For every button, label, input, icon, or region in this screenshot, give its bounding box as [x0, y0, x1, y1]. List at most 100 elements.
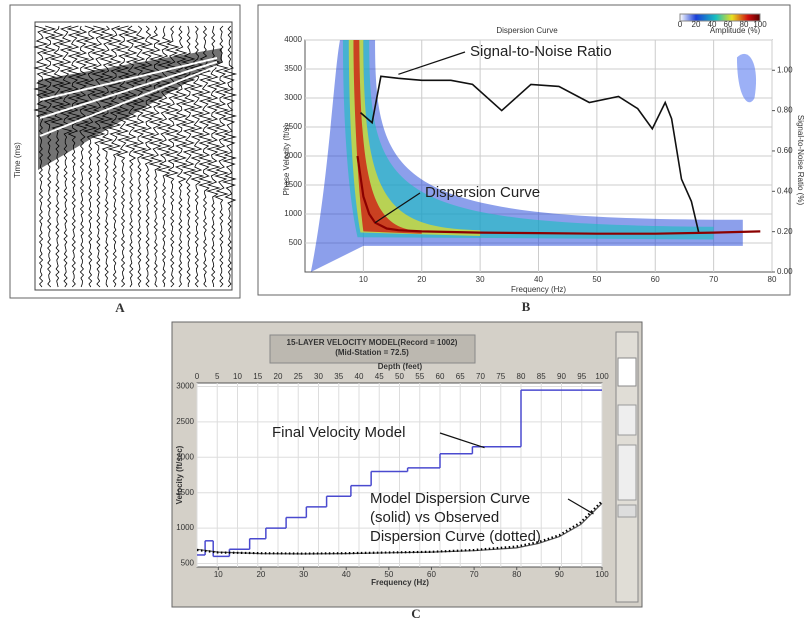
x-tick-label: 20 [417, 275, 426, 284]
annotation: Final Velocity Model [272, 424, 405, 441]
x2-axis-label: Depth (feet) [378, 362, 423, 371]
dispersion-line [196, 500, 603, 555]
x-tick-label: 80 [768, 275, 777, 284]
x-tick-label: 50 [384, 570, 393, 579]
x2-tick-label: 45 [375, 372, 384, 381]
y-tick-label: 500 [181, 559, 195, 568]
trace [82, 25, 98, 288]
panel-label: A [115, 300, 125, 315]
annotation: Dispersion Curve [425, 184, 540, 201]
trace [222, 25, 238, 288]
x-tick-label: 30 [299, 570, 308, 579]
y2-tick-label: 0.80 [777, 106, 793, 115]
x-tick-label: 40 [342, 570, 351, 579]
x-tick-label: 60 [651, 275, 660, 284]
x2-tick-label: 60 [436, 372, 445, 381]
x-tick-label: 10 [359, 275, 368, 284]
x-tick-label: 50 [592, 275, 601, 284]
amplitude-image [348, 40, 481, 237]
amplitude-image [736, 53, 757, 103]
y2-tick-label: 1.00 [777, 65, 793, 74]
series-line [356, 155, 761, 235]
colorbar-tick-label: 100 [753, 20, 767, 29]
colorbar [679, 13, 761, 22]
y-tick-label: 3000 [284, 93, 302, 102]
ground-roll [39, 65, 218, 137]
chart-title: Dispersion Curve [496, 26, 558, 35]
y-tick-label: 2500 [284, 122, 302, 131]
y-tick-label: 500 [289, 238, 303, 247]
y-axis-label: Phase Velocity (ft/s) [282, 124, 291, 195]
annotation: Signal-to-Noise Ratio [470, 43, 612, 60]
annotation-arrow [398, 51, 466, 75]
x2-tick-label: 15 [253, 372, 262, 381]
x2-tick-label: 30 [314, 372, 323, 381]
x-tick-label: 70 [470, 570, 479, 579]
x2-tick-label: 50 [395, 372, 404, 381]
title-box [269, 334, 476, 364]
x2-tick-label: 80 [517, 372, 526, 381]
y-tick-label: 2500 [176, 417, 194, 426]
trace [58, 25, 74, 288]
x2-tick-label: 65 [456, 372, 465, 381]
colorbar-tick-label: 0 [678, 20, 683, 29]
control-group [617, 444, 637, 501]
x-tick-label: 90 [555, 570, 564, 579]
annotation: Model Dispersion Curve [370, 490, 530, 507]
chart-title: (Mid-Station = 72.5) [335, 348, 409, 357]
y-tick-label: 3000 [176, 382, 194, 391]
ground-roll [39, 57, 218, 101]
x-tick-label: 10 [214, 570, 223, 579]
x2-tick-label: 95 [577, 372, 586, 381]
colorbar-tick-label: 60 [724, 20, 733, 29]
y2-tick-label: 0.40 [777, 186, 793, 195]
x-axis-label: Frequency (Hz) [511, 285, 566, 294]
colorbar-label: Amplitude (%) [710, 26, 761, 35]
y-tick-label: 2000 [176, 452, 194, 461]
chart-title: 15-LAYER VELOCITY MODEL(Record = 1002) [287, 338, 458, 347]
x-axis-label: Frequency (Hz) [371, 578, 429, 587]
y-tick-label: 2000 [284, 151, 302, 160]
annotation-arrow [374, 192, 421, 224]
x2-tick-label: 10 [233, 372, 242, 381]
x2-tick-label: 40 [355, 372, 364, 381]
x2-tick-label: 20 [274, 372, 283, 381]
annotation-arrow [439, 432, 485, 449]
annotation-arrow [567, 498, 594, 515]
x2-tick-label: 100 [595, 372, 609, 381]
y2-tick-label: 0.60 [777, 146, 793, 155]
trace [214, 25, 229, 288]
y2-tick-label: 0.00 [777, 267, 793, 276]
x2-tick-label: 85 [537, 372, 546, 381]
x2-tick-label: 75 [496, 372, 505, 381]
series-line [359, 75, 700, 234]
button[interactable] [617, 504, 637, 518]
first-arrivals [38, 48, 222, 170]
y-axis-label: Time (ms) [13, 142, 22, 178]
x-tick-label: 20 [256, 570, 265, 579]
y-axis-label: Velocity (ft/sec) [175, 445, 184, 504]
x2-tick-label: 70 [476, 372, 485, 381]
annotation: Dispersion Curve (dotted) [370, 528, 541, 545]
colorbar-tick-label: 80 [740, 20, 749, 29]
y2-axis-label: Signal-to-Noise Ratio (%) [796, 115, 805, 206]
x-tick-label: 30 [476, 275, 485, 284]
annotation: (solid) vs Observed [370, 509, 499, 526]
colorbar-tick-label: 20 [692, 20, 701, 29]
x2-tick-label: 55 [415, 372, 424, 381]
x-tick-label: 40 [534, 275, 543, 284]
x-tick-label: 70 [709, 275, 718, 284]
trace [66, 25, 82, 288]
y-tick-label: 4000 [284, 35, 302, 44]
x-tick-label: 80 [512, 570, 521, 579]
y-tick-label: 1500 [176, 488, 194, 497]
trace [206, 25, 221, 288]
x-tick-label: 60 [427, 570, 436, 579]
panel-label: B [522, 299, 531, 314]
x2-tick-label: 25 [294, 372, 303, 381]
y-tick-label: 1500 [284, 180, 302, 189]
ground-roll [39, 61, 218, 119]
amplitude-image [353, 40, 422, 234]
control-group [617, 404, 637, 436]
